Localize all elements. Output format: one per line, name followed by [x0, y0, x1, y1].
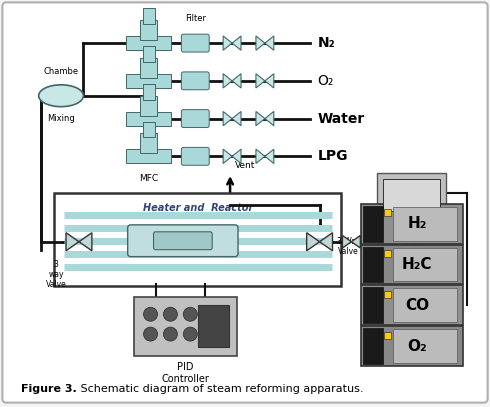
FancyBboxPatch shape	[140, 58, 157, 78]
FancyBboxPatch shape	[384, 332, 391, 339]
Text: O₂: O₂	[407, 339, 427, 354]
FancyBboxPatch shape	[181, 109, 209, 127]
Text: LPG: LPG	[318, 149, 348, 163]
Text: CO: CO	[405, 298, 429, 313]
Polygon shape	[223, 74, 232, 88]
FancyBboxPatch shape	[143, 8, 154, 24]
Text: PC: PC	[404, 237, 418, 247]
FancyBboxPatch shape	[125, 112, 172, 125]
FancyBboxPatch shape	[143, 46, 154, 62]
Text: Vent: Vent	[235, 161, 255, 170]
FancyBboxPatch shape	[361, 204, 463, 244]
FancyBboxPatch shape	[143, 84, 154, 100]
FancyBboxPatch shape	[384, 291, 391, 298]
FancyBboxPatch shape	[181, 147, 209, 165]
Polygon shape	[256, 74, 265, 88]
Polygon shape	[265, 74, 274, 88]
FancyBboxPatch shape	[125, 74, 172, 88]
FancyBboxPatch shape	[384, 250, 391, 257]
Polygon shape	[256, 149, 265, 164]
Circle shape	[144, 327, 157, 341]
FancyBboxPatch shape	[363, 247, 383, 282]
Polygon shape	[232, 112, 241, 126]
Polygon shape	[256, 112, 265, 126]
Polygon shape	[66, 233, 79, 251]
Polygon shape	[343, 236, 351, 248]
FancyBboxPatch shape	[54, 193, 342, 287]
Text: 3 Way
Valve: 3 Way Valve	[338, 237, 361, 256]
Text: PC: PC	[405, 183, 419, 193]
Circle shape	[183, 327, 197, 341]
Text: Chambe: Chambe	[44, 67, 78, 76]
Text: H₂: H₂	[407, 217, 427, 231]
FancyBboxPatch shape	[153, 232, 212, 249]
Polygon shape	[265, 36, 274, 50]
FancyBboxPatch shape	[373, 219, 450, 231]
FancyBboxPatch shape	[383, 179, 440, 211]
Polygon shape	[223, 112, 232, 126]
Circle shape	[164, 327, 177, 341]
FancyBboxPatch shape	[377, 173, 446, 222]
Circle shape	[183, 307, 197, 321]
FancyBboxPatch shape	[384, 210, 391, 217]
FancyBboxPatch shape	[128, 225, 238, 257]
Polygon shape	[232, 74, 241, 88]
Polygon shape	[265, 149, 274, 164]
Polygon shape	[319, 233, 333, 251]
Text: 3
way
Valve: 3 way Valve	[46, 260, 67, 289]
Text: Filter: Filter	[185, 14, 206, 23]
Polygon shape	[351, 236, 360, 248]
FancyBboxPatch shape	[361, 285, 463, 325]
Text: MFC: MFC	[139, 174, 158, 183]
Text: O₂: O₂	[318, 74, 334, 88]
Text: Schematic diagram of steam reforming apparatus.: Schematic diagram of steam reforming app…	[77, 384, 364, 394]
FancyBboxPatch shape	[134, 298, 237, 356]
FancyBboxPatch shape	[181, 72, 209, 90]
Text: N₂: N₂	[318, 36, 335, 50]
Text: Water: Water	[318, 112, 365, 126]
FancyBboxPatch shape	[363, 328, 383, 364]
Text: Mixing: Mixing	[47, 114, 75, 123]
Text: Heater and  Reactor: Heater and Reactor	[143, 203, 253, 213]
FancyBboxPatch shape	[125, 149, 172, 163]
FancyBboxPatch shape	[125, 36, 172, 50]
Polygon shape	[265, 112, 274, 126]
FancyBboxPatch shape	[393, 329, 457, 363]
FancyBboxPatch shape	[393, 248, 457, 282]
Polygon shape	[232, 149, 241, 164]
Text: H₂C: H₂C	[402, 257, 432, 272]
Polygon shape	[223, 36, 232, 50]
FancyBboxPatch shape	[198, 305, 229, 347]
Text: PID
Controller: PID Controller	[161, 362, 209, 383]
FancyBboxPatch shape	[181, 34, 209, 52]
FancyBboxPatch shape	[363, 206, 383, 242]
Text: Figure 3.: Figure 3.	[21, 384, 77, 394]
FancyBboxPatch shape	[140, 133, 157, 153]
FancyBboxPatch shape	[393, 289, 457, 322]
FancyBboxPatch shape	[361, 245, 463, 284]
FancyBboxPatch shape	[393, 207, 457, 241]
Circle shape	[164, 307, 177, 321]
FancyBboxPatch shape	[140, 20, 157, 40]
Polygon shape	[232, 36, 241, 50]
Polygon shape	[307, 233, 319, 251]
Circle shape	[144, 307, 157, 321]
Polygon shape	[256, 36, 265, 50]
Ellipse shape	[39, 85, 83, 107]
Polygon shape	[223, 149, 232, 164]
FancyBboxPatch shape	[143, 122, 154, 138]
FancyBboxPatch shape	[363, 287, 383, 323]
Polygon shape	[79, 233, 92, 251]
FancyBboxPatch shape	[2, 2, 488, 403]
FancyBboxPatch shape	[361, 326, 463, 366]
FancyBboxPatch shape	[140, 96, 157, 116]
